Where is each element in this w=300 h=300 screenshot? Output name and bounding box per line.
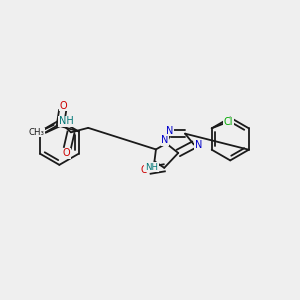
Text: NH: NH (59, 116, 74, 126)
Text: O: O (63, 148, 70, 158)
Text: NH: NH (145, 163, 158, 172)
Text: O: O (141, 165, 148, 175)
Text: N: N (161, 136, 169, 146)
Text: N: N (166, 126, 173, 136)
Text: Cl: Cl (224, 117, 233, 128)
Text: CH₃: CH₃ (29, 128, 45, 137)
Text: O: O (60, 101, 67, 111)
Text: N: N (195, 140, 202, 150)
